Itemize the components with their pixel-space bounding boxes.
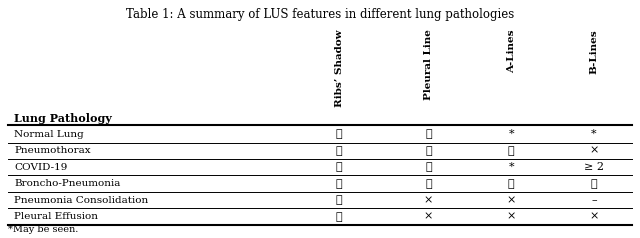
Text: Table 1: A summary of LUS features in different lung pathologies: Table 1: A summary of LUS features in di…	[126, 8, 514, 21]
Text: *: *	[591, 129, 597, 139]
Text: ✓: ✓	[336, 129, 342, 139]
Text: A-Lines: A-Lines	[507, 30, 516, 73]
Text: ×: ×	[424, 212, 433, 222]
Text: ✓: ✓	[336, 179, 342, 189]
Text: *: *	[508, 129, 514, 139]
Text: ×: ×	[424, 195, 433, 205]
Text: Normal Lung: Normal Lung	[14, 130, 84, 139]
Text: Pleural Effusion: Pleural Effusion	[14, 212, 98, 221]
Text: Lung Pathology: Lung Pathology	[14, 114, 112, 124]
Text: ✓: ✓	[425, 129, 431, 139]
Text: ×: ×	[589, 146, 598, 156]
Text: Pneumothorax: Pneumothorax	[14, 146, 91, 155]
Text: B-Lines: B-Lines	[589, 30, 598, 74]
Text: –: –	[591, 195, 597, 205]
Text: *May be seen.: *May be seen.	[8, 225, 78, 234]
Text: ×: ×	[506, 212, 516, 222]
Text: ✓: ✓	[336, 146, 342, 156]
Text: Ribs’ Shadow: Ribs’ Shadow	[335, 30, 344, 107]
Text: ≥ 2: ≥ 2	[584, 162, 604, 172]
Text: *: *	[508, 162, 514, 172]
Text: ✓: ✓	[336, 212, 342, 222]
Text: ✓: ✓	[336, 195, 342, 205]
Text: ✓: ✓	[336, 162, 342, 172]
Text: ✓: ✓	[425, 179, 431, 189]
Text: Broncho-Pneumonia: Broncho-Pneumonia	[14, 179, 120, 188]
Text: COVID-19: COVID-19	[14, 163, 67, 172]
Text: ✓: ✓	[508, 179, 515, 189]
Text: ✓: ✓	[508, 146, 515, 156]
Text: ×: ×	[506, 195, 516, 205]
Text: ×: ×	[589, 212, 598, 222]
Text: ✓: ✓	[425, 162, 431, 172]
Text: Pneumonia Consolidation: Pneumonia Consolidation	[14, 196, 148, 205]
Text: ✓: ✓	[425, 146, 431, 156]
Text: Pleural Line: Pleural Line	[424, 30, 433, 100]
Text: ✓: ✓	[591, 179, 597, 189]
